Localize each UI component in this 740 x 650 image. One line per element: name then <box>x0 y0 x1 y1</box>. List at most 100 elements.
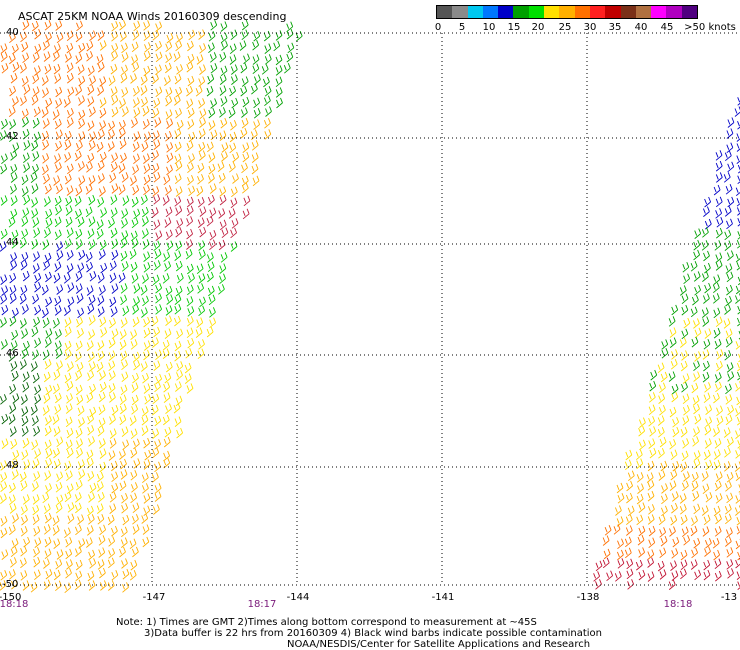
wind-barb <box>693 371 701 382</box>
wind-barb <box>174 173 182 185</box>
wind-barb <box>67 296 75 308</box>
wind-barb <box>265 106 272 117</box>
wind-barb <box>681 382 688 393</box>
wind-barb <box>86 392 94 404</box>
legend-color-bar <box>436 5 698 19</box>
wind-barb <box>0 493 7 504</box>
wind-barb <box>44 359 52 370</box>
wind-barb <box>66 62 74 74</box>
wind-barb <box>671 304 679 316</box>
wind-barb <box>243 195 251 207</box>
wind-barb <box>66 163 74 175</box>
wind-barb <box>624 547 632 559</box>
wind-barb <box>41 107 49 118</box>
wind-barb <box>96 219 104 230</box>
legend-swatch <box>681 6 698 18</box>
wind-barb <box>737 218 740 227</box>
wind-barb <box>22 116 29 128</box>
wind-barb <box>198 29 206 40</box>
wind-barb <box>33 227 41 239</box>
wind-barb <box>129 538 137 550</box>
wind-barb <box>208 120 216 131</box>
wind-barb <box>109 317 116 329</box>
wind-barb <box>66 185 74 196</box>
wind-barb <box>87 303 95 315</box>
legend-swatch <box>498 6 514 18</box>
wind-barb <box>66 108 74 119</box>
wind-barb <box>111 249 119 261</box>
wind-barb <box>595 560 603 572</box>
legend-swatch <box>574 6 590 18</box>
wind-barb <box>97 85 105 96</box>
wind-barb <box>736 143 740 152</box>
wind-barb <box>96 141 104 153</box>
wind-barb <box>723 427 731 438</box>
wind-barb <box>87 65 95 77</box>
wind-barb <box>88 361 96 372</box>
wind-barb <box>155 373 163 385</box>
wind-barb <box>88 216 96 227</box>
wind-barb <box>693 403 700 415</box>
wind-barb <box>75 141 83 152</box>
wind-barb <box>52 525 60 536</box>
wind-barb <box>97 559 105 570</box>
wind-barb <box>118 120 126 131</box>
wind-barb <box>119 31 127 42</box>
wind-barb <box>31 208 39 219</box>
wind-barb <box>10 172 18 183</box>
wind-barb <box>0 317 7 328</box>
wind-barb <box>120 526 128 538</box>
wind-barb <box>44 183 52 195</box>
wind-barb <box>121 558 128 569</box>
wind-barb <box>694 327 702 339</box>
wind-barb <box>65 568 72 579</box>
wind-barb <box>100 207 108 218</box>
wind-barb <box>33 251 40 262</box>
wind-barb <box>221 142 229 153</box>
wind-barb <box>691 294 699 306</box>
wind-barb <box>658 393 666 404</box>
wind-barb <box>647 557 655 568</box>
wind-barb <box>196 317 204 328</box>
wind-barb <box>175 40 183 52</box>
wind-barb <box>251 152 259 163</box>
wind-barb <box>66 380 74 392</box>
wind-barb <box>53 426 61 437</box>
wind-barb <box>142 372 149 384</box>
wind-barb <box>217 161 225 173</box>
wind-barb <box>152 447 160 459</box>
wind-barb <box>724 536 732 547</box>
wind-barb <box>64 372 72 384</box>
wind-barb <box>34 448 42 459</box>
wind-barb <box>661 339 669 350</box>
wind-barb <box>669 406 677 418</box>
wind-barb <box>99 107 107 119</box>
wind-barb <box>724 304 731 315</box>
wind-barb <box>155 51 163 63</box>
wind-barb <box>702 360 710 372</box>
wind-barb <box>119 138 127 150</box>
wind-barb <box>99 381 107 393</box>
wind-barb <box>66 30 74 42</box>
wind-barb <box>32 293 40 305</box>
wind-barb <box>45 208 53 220</box>
wind-barb <box>53 447 60 459</box>
wind-barb <box>42 118 50 129</box>
wind-barb <box>108 392 116 403</box>
wind-barb <box>142 295 149 307</box>
wind-barb <box>691 480 699 492</box>
wind-barb <box>737 581 740 590</box>
wind-barb <box>45 384 53 396</box>
wind-barb <box>56 436 64 448</box>
wind-barb <box>219 74 227 85</box>
wind-barb <box>1 413 9 425</box>
wind-barb <box>185 348 193 359</box>
wind-barb <box>65 559 73 570</box>
note-line-2: 3)Data buffer is 22 hrs from 20160309 4)… <box>144 628 602 639</box>
wind-barb <box>9 119 17 130</box>
wind-barb <box>30 582 38 593</box>
wind-barb <box>143 383 151 394</box>
wind-barb <box>164 185 172 196</box>
wind-barb <box>143 437 151 449</box>
wind-barb <box>75 85 83 96</box>
